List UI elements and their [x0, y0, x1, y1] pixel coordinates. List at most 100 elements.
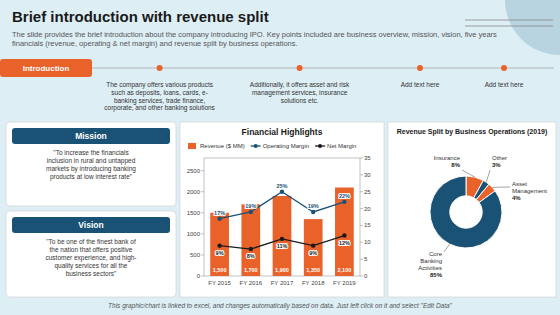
line-marker	[217, 216, 221, 220]
line-value-label: 17%	[214, 210, 225, 216]
y-tick-label: 2500	[187, 168, 201, 174]
plot-frame	[204, 158, 360, 276]
y2-tick-label: 20	[364, 206, 371, 212]
timeline-item: Add text here	[485, 81, 524, 88]
y-tick	[201, 254, 204, 255]
y-tick-label: 500	[190, 252, 201, 258]
slice-value-label: 85%	[430, 272, 443, 278]
line-marker	[342, 200, 346, 204]
legend-item: Net Margin	[315, 143, 356, 149]
legend-item: Operating Margin	[251, 143, 309, 149]
leader-line	[444, 244, 450, 252]
line-marker	[311, 210, 315, 214]
legend: Revenue ($ MM) Operating Margin Net Margin	[188, 143, 356, 149]
legend-label: Net Margin	[327, 143, 356, 149]
data-labels: 1,5001,7001,9001,3502,10017%19%25%19%22%…	[213, 183, 352, 273]
line-value-label: 8%	[247, 253, 255, 259]
legend-item: Revenue ($ MM)	[188, 143, 245, 149]
wedges	[430, 176, 502, 248]
chart-title: Revenue Split by Business Operations (20…	[397, 128, 548, 136]
line-marker	[280, 190, 284, 194]
decor-line	[465, 26, 553, 27]
timeline-dot	[157, 65, 163, 71]
y-tick-label: 2000	[187, 189, 201, 195]
line-value-label: 9%	[309, 250, 317, 256]
line-marker	[249, 247, 253, 251]
bar	[241, 204, 260, 276]
timeline-dot	[297, 65, 303, 71]
slice-value-label: 4%	[512, 195, 521, 201]
timeline-dot	[501, 65, 507, 71]
y-tick-label: 1500	[187, 210, 201, 216]
leader-line	[492, 187, 510, 188]
legend-label: Revenue ($ MM)	[200, 143, 245, 149]
legend-swatch	[188, 143, 196, 149]
y2-tick	[360, 158, 363, 159]
y2-tick-label: 35	[364, 155, 371, 161]
donut-slice	[430, 176, 502, 248]
line-marker	[249, 210, 253, 214]
line-value-label: 11%	[277, 243, 288, 249]
x-tick-label: FY 2019	[333, 280, 356, 286]
line-marker	[311, 243, 315, 247]
slice-labels: Insurance8%Other3%AssetManagement4%CoreB…	[418, 155, 547, 278]
legend-marker	[254, 144, 258, 148]
timeline-label: Introduction	[23, 64, 70, 73]
y2-tick-label: 30	[364, 172, 371, 178]
card-text: "To be one of the finest bank ofthe nati…	[45, 238, 136, 277]
line-marker	[342, 233, 346, 237]
y2-tick	[360, 225, 363, 226]
y-tick	[201, 212, 204, 213]
slice-label: Other	[492, 155, 507, 161]
line-value-label: 19%	[245, 203, 256, 209]
card-header	[12, 128, 170, 144]
y2-tick-label: 10	[364, 239, 371, 245]
y2-tick-label: 5	[364, 256, 368, 262]
slice-value-label: 3%	[492, 162, 501, 168]
leader-line	[462, 170, 475, 177]
bar-value-label: 1,900	[275, 267, 289, 273]
y2-tick	[360, 276, 363, 277]
mission-card: Mission"To increase the financialsinclus…	[6, 122, 176, 206]
chart-panel	[388, 122, 556, 297]
slice-label: AssetManagement	[512, 181, 547, 194]
slice-label: Insurance	[434, 155, 461, 161]
decor-line	[465, 20, 553, 21]
bar	[273, 196, 292, 276]
line-marker	[217, 243, 221, 247]
y2-tick-label: 0	[364, 273, 368, 279]
line-value-label: 12%	[339, 240, 350, 246]
x-tick-label: FY 2016	[240, 280, 263, 286]
vision-card: Vision "To be one of the finest bank ofth…	[6, 211, 176, 297]
decor-circle	[505, 0, 560, 55]
line	[220, 192, 345, 219]
card-text: "To increase the financialsinclusion in …	[46, 149, 136, 181]
line-value-label: 22%	[339, 193, 350, 199]
bar	[210, 213, 229, 276]
page-subtitle: The slide provides the brief introductio…	[12, 30, 497, 48]
bar	[304, 219, 323, 276]
bar-value-label: 1,350	[306, 267, 320, 273]
card-header	[12, 217, 170, 233]
y2-tick	[360, 174, 363, 175]
y2-tick	[360, 191, 363, 192]
timeline-item: The company offers various productssuch …	[104, 81, 215, 112]
y-tick-label: 0	[197, 273, 201, 279]
y2-tick-label: 25	[364, 189, 371, 195]
card-title: Vision	[78, 220, 103, 230]
infographic: Brief introduction with revenue splitThe…	[0, 0, 560, 315]
line	[220, 236, 345, 249]
line-value-label: 9%	[216, 250, 224, 256]
x-tick-label: FY 2018	[302, 280, 325, 286]
combo-chart: Financial Highlights05001000150020002500…	[180, 122, 384, 297]
y-tick	[201, 170, 204, 171]
x-tick-label: FY 2015	[208, 280, 231, 286]
y-tick	[201, 233, 204, 234]
plot-area	[210, 188, 354, 277]
timeline: Introduction The company offers various p…	[0, 59, 554, 112]
y2-tick	[360, 259, 363, 260]
card-background	[6, 211, 176, 297]
footer: This graphic/chart is linked to excel, a…	[108, 302, 453, 310]
timeline-item: Add text here	[401, 81, 440, 88]
chart-title: Financial Highlights	[242, 127, 323, 137]
